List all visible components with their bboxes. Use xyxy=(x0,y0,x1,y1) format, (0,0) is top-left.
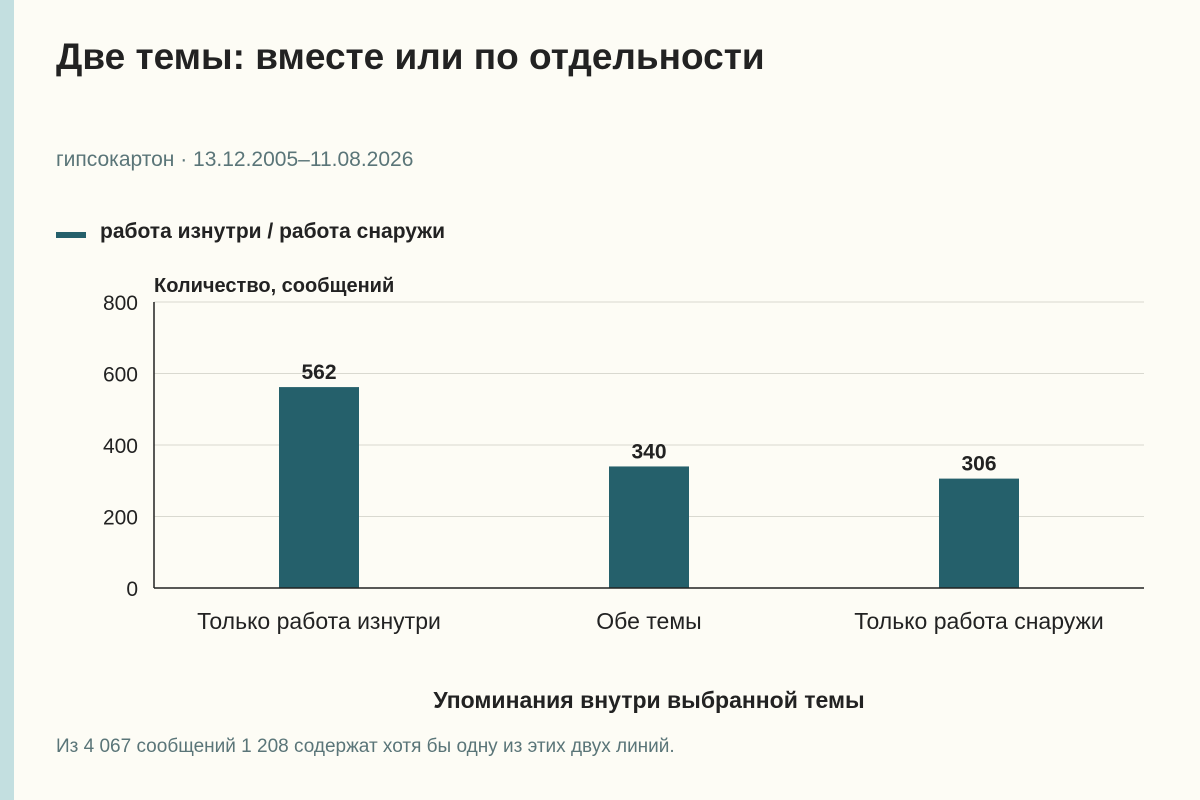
y-tick-label: 200 xyxy=(103,507,138,530)
bar xyxy=(609,466,689,588)
left-accent-stripe xyxy=(0,0,14,800)
legend-label: работа изнутри / работа снаружи xyxy=(100,220,445,243)
y-tick-label: 800 xyxy=(103,292,138,315)
footnote: Из 4 067 сообщений 1 208 содержат хотя б… xyxy=(56,736,675,757)
x-tick-label: Только работа изнутри xyxy=(197,608,441,634)
data-label: 562 xyxy=(301,361,336,384)
x-tick-label: Обе темы xyxy=(596,608,701,634)
page-title: Две темы: вместе или по отдельности xyxy=(56,36,765,77)
y-tick-label: 0 xyxy=(126,578,138,601)
bar xyxy=(279,387,359,588)
y-axis-label: Количество, сообщений xyxy=(154,275,394,297)
legend-swatch xyxy=(56,232,86,238)
bar xyxy=(939,478,1019,588)
y-tick-label: 400 xyxy=(103,435,138,458)
data-labels-layer: 562 340 306 xyxy=(301,361,996,476)
x-axis-ticks: Только работа изнутри Обе темы Только рабо… xyxy=(197,608,1104,634)
data-label: 306 xyxy=(961,453,996,476)
data-label: 340 xyxy=(631,440,666,463)
chart-legend: работа изнутри / работа снаружи xyxy=(56,220,445,244)
bars-layer xyxy=(279,387,1019,588)
y-tick-label: 600 xyxy=(103,364,138,387)
x-tick-label: Только работа снаружи xyxy=(854,608,1103,634)
y-axis-ticks: 0 200 400 600 800 xyxy=(103,292,138,601)
x-axis-label: Упоминания внутри выбранной темы xyxy=(433,687,864,713)
page-subtitle: гипсокартон · 13.12.2005–11.08.2026 xyxy=(56,148,414,171)
